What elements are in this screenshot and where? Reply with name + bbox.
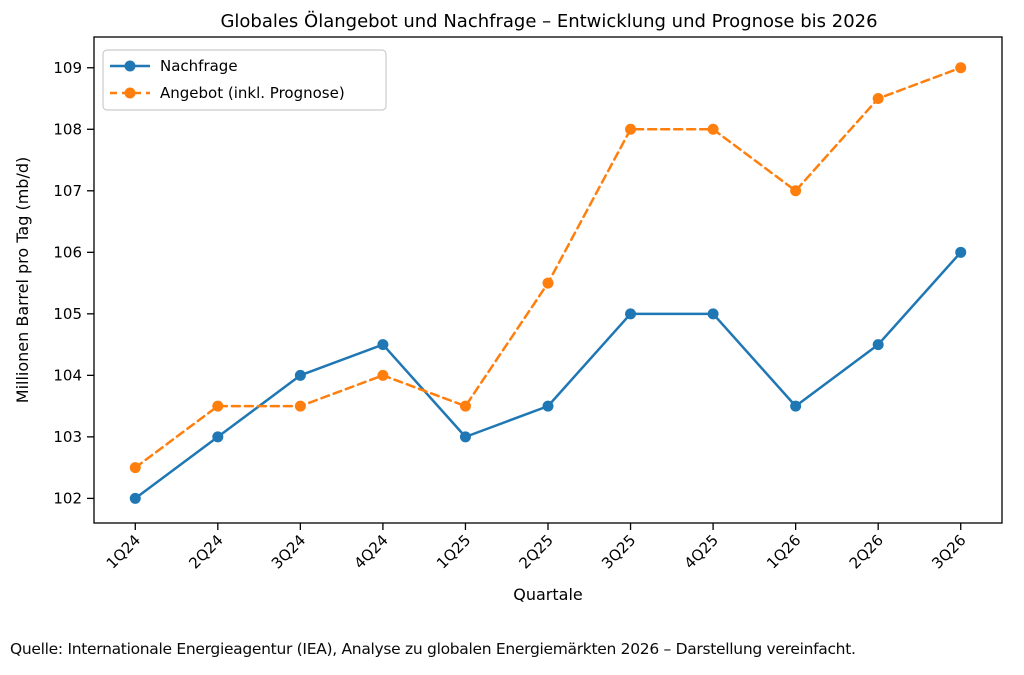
y-axis-label: Millionen Barrel pro Tag (mb/d) bbox=[13, 157, 32, 403]
y-tick-label: 108 bbox=[53, 120, 82, 138]
y-tick-label: 104 bbox=[53, 366, 82, 384]
y-tick-label: 106 bbox=[53, 243, 82, 261]
legend-marker-circle-icon bbox=[124, 87, 136, 99]
plot-area: 102 103 104 105 106 107 108 109 1Q24 2Q24 3Q24 4Q24… bbox=[53, 36, 1003, 572]
y-tick-label: 109 bbox=[53, 59, 82, 77]
series-line bbox=[134, 251, 962, 500]
x-tick-label: 2Q24 bbox=[185, 531, 226, 572]
data-point-marker bbox=[459, 400, 471, 412]
data-point-marker bbox=[625, 308, 637, 320]
y-tick-label: 107 bbox=[53, 182, 82, 200]
x-tick-label: 2Q26 bbox=[846, 531, 887, 572]
legend-label-nachfrage: Nachfrage bbox=[160, 57, 238, 75]
series-angebot-inkl-prognose bbox=[129, 62, 967, 474]
x-tick-label: 3Q25 bbox=[598, 531, 639, 572]
data-point-marker bbox=[872, 339, 884, 351]
data-point-marker bbox=[542, 400, 554, 412]
legend-item-nachfrage: Nachfrage bbox=[110, 57, 238, 75]
x-tick-label: 1Q26 bbox=[763, 531, 804, 572]
x-tick-label: 1Q25 bbox=[433, 531, 474, 572]
x-tick-label: 3Q26 bbox=[928, 531, 969, 572]
data-point-marker bbox=[294, 400, 306, 412]
data-point-marker bbox=[294, 369, 306, 381]
legend-marker-circle-icon bbox=[124, 60, 136, 72]
chart-canvas: Globales Ölangebot und Nachfrage – Entwi… bbox=[13, 10, 1003, 604]
data-point-marker bbox=[707, 308, 719, 320]
data-point-marker bbox=[872, 93, 884, 105]
data-point-marker bbox=[955, 246, 967, 258]
data-point-marker bbox=[707, 123, 719, 135]
data-point-marker bbox=[542, 277, 554, 289]
x-tick-label: 4Q24 bbox=[350, 531, 391, 572]
series-nachfrage bbox=[129, 246, 967, 504]
y-tick-label: 103 bbox=[53, 428, 82, 446]
y-tick-label: 105 bbox=[53, 305, 82, 323]
data-point-marker bbox=[955, 62, 967, 74]
x-tick-label: 1Q24 bbox=[103, 531, 144, 572]
x-tick-label: 2Q25 bbox=[516, 531, 557, 572]
legend: Nachfrage Angebot (inkl. Prognose) bbox=[102, 49, 387, 111]
data-point-marker bbox=[129, 462, 141, 474]
legend-item-angebot: Angebot (inkl. Prognose) bbox=[110, 84, 345, 102]
x-tick-label: 4Q25 bbox=[681, 531, 722, 572]
chart-title: Globales Ölangebot und Nachfrage – Entwi… bbox=[220, 10, 877, 32]
x-axis-label: Quartale bbox=[513, 585, 582, 604]
data-point-marker bbox=[212, 400, 224, 412]
data-point-marker bbox=[625, 123, 637, 135]
y-tick-label: 102 bbox=[53, 489, 82, 507]
data-point-marker bbox=[790, 400, 802, 412]
data-point-marker bbox=[212, 431, 224, 443]
data-point-marker bbox=[377, 339, 389, 351]
legend-label-angebot: Angebot (inkl. Prognose) bbox=[160, 84, 345, 102]
data-point-marker bbox=[377, 369, 389, 381]
data-point-marker bbox=[129, 492, 141, 504]
data-point-marker bbox=[459, 431, 471, 443]
legend-box bbox=[102, 49, 387, 111]
data-point-marker bbox=[790, 185, 802, 197]
source-caption: Quelle: Internationale Energieagentur (I… bbox=[10, 640, 856, 658]
x-tick-label: 3Q24 bbox=[268, 531, 309, 572]
